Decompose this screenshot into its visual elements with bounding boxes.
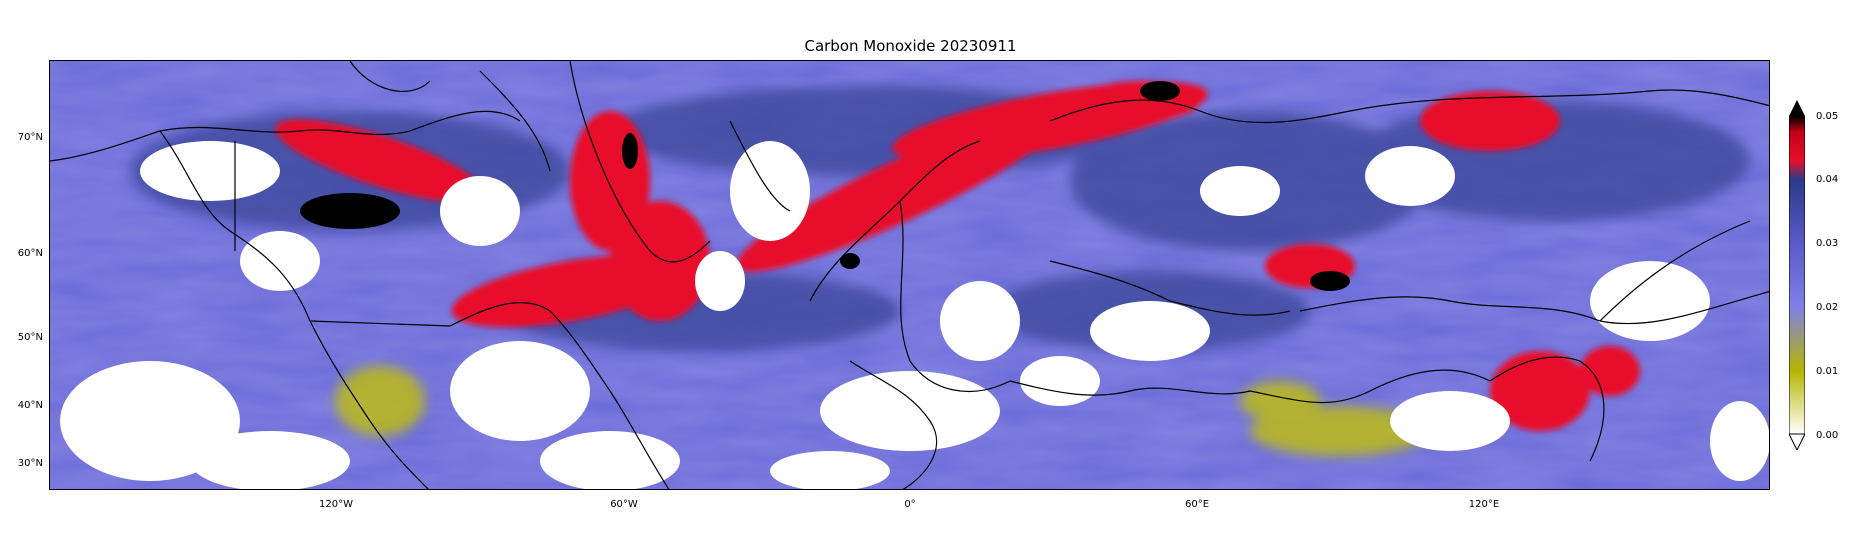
lon-tick-120w: 120°W [319,499,353,510]
colorbar-tick-005: 0.05 [1816,111,1839,122]
high-co-plumes [275,81,1640,431]
lat-tick-30n: 30°N [17,458,43,469]
coastlines [50,61,1769,489]
very-high-co-hotspots [300,81,1350,291]
colorbar-max-extend [1789,100,1805,116]
lon-tick-0: 0° [904,499,916,510]
colorbar [1789,100,1805,450]
lat-tick-40n: 40°N [17,400,43,411]
carbon-monoxide-map [49,60,1770,490]
colorbar-tick-000: 0.00 [1816,430,1839,441]
no-data-clouds [60,141,1769,489]
lon-tick-60w: 60°W [610,499,638,510]
lat-tick-70n: 70°N [17,132,43,143]
colorbar-tick-003: 0.03 [1816,238,1839,249]
lat-tick-60n: 60°N [17,248,43,259]
lon-tick-120e: 120°E [1468,499,1500,510]
lon-tick-60e: 60°E [1184,499,1210,510]
chart-title: Carbon Monoxide 20230911 [804,37,1017,55]
low-co-regions [335,366,1430,456]
colorbar-tick-001: 0.01 [1816,366,1839,377]
colorbar-min-extend [1789,433,1805,450]
lat-tick-50n: 50°N [17,332,43,343]
colorbar-tick-004: 0.04 [1816,174,1839,185]
colorbar-tick-002: 0.02 [1816,302,1839,313]
